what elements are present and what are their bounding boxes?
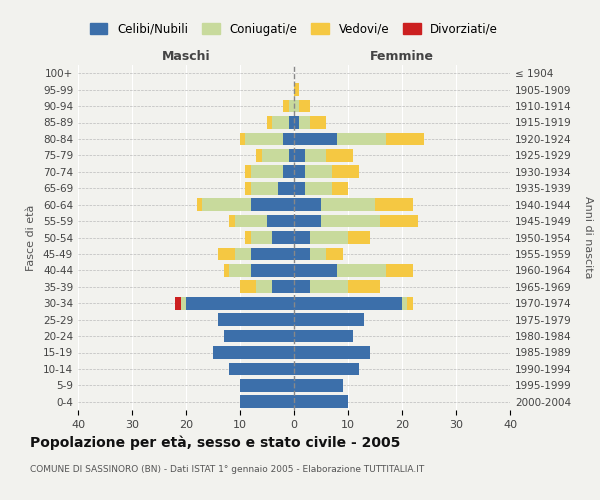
Text: Femmine: Femmine <box>370 50 434 62</box>
Bar <box>294 248 310 260</box>
Bar <box>407 297 413 310</box>
Y-axis label: Anni di nascita: Anni di nascita <box>583 196 593 279</box>
Bar <box>181 297 186 310</box>
Bar <box>337 132 386 145</box>
Bar <box>229 214 235 228</box>
Bar <box>294 362 359 376</box>
Bar <box>294 379 343 392</box>
Bar <box>294 214 321 228</box>
Bar <box>310 116 326 129</box>
Bar <box>245 132 283 145</box>
Bar <box>272 231 294 244</box>
Bar <box>294 198 321 211</box>
Bar <box>229 264 251 277</box>
Bar <box>283 166 294 178</box>
Bar <box>326 248 343 260</box>
Bar <box>245 182 251 194</box>
Bar <box>294 182 305 194</box>
Bar <box>310 231 348 244</box>
Bar <box>278 182 294 194</box>
Bar <box>294 83 299 96</box>
Bar <box>294 100 299 112</box>
Y-axis label: Fasce di età: Fasce di età <box>26 204 36 270</box>
Bar <box>240 280 256 293</box>
Bar <box>235 248 251 260</box>
Bar <box>175 297 181 310</box>
Bar <box>289 116 294 129</box>
Bar <box>386 132 424 145</box>
Bar <box>256 149 262 162</box>
Legend: Celibi/Nubili, Coniugati/e, Vedovi/e, Divorziati/e: Celibi/Nubili, Coniugati/e, Vedovi/e, Di… <box>90 22 498 36</box>
Bar <box>218 313 294 326</box>
Bar <box>224 264 229 277</box>
Bar <box>294 231 310 244</box>
Bar <box>256 280 272 293</box>
Bar <box>289 100 294 112</box>
Bar <box>294 166 305 178</box>
Bar <box>348 231 370 244</box>
Bar <box>245 166 251 178</box>
Bar <box>213 346 294 359</box>
Bar <box>186 297 294 310</box>
Bar <box>251 231 272 244</box>
Bar <box>262 149 289 162</box>
Bar <box>294 346 370 359</box>
Bar <box>321 198 375 211</box>
Bar <box>321 214 380 228</box>
Bar <box>332 182 348 194</box>
Bar <box>294 396 348 408</box>
Bar <box>251 264 294 277</box>
Bar <box>294 313 364 326</box>
Bar <box>240 132 245 145</box>
Bar <box>240 396 294 408</box>
Bar <box>294 132 337 145</box>
Bar <box>299 100 310 112</box>
Bar <box>245 231 251 244</box>
Bar <box>229 362 294 376</box>
Text: COMUNE DI SASSINORO (BN) - Dati ISTAT 1° gennaio 2005 - Elaborazione TUTTITALIA.: COMUNE DI SASSINORO (BN) - Dati ISTAT 1°… <box>30 465 424 474</box>
Bar <box>272 280 294 293</box>
Bar <box>348 280 380 293</box>
Bar <box>402 297 407 310</box>
Bar <box>272 116 289 129</box>
Bar <box>251 182 278 194</box>
Bar <box>375 198 413 211</box>
Bar <box>251 166 283 178</box>
Bar <box>294 149 305 162</box>
Bar <box>251 248 294 260</box>
Bar <box>310 248 326 260</box>
Bar <box>305 166 332 178</box>
Bar <box>267 214 294 228</box>
Bar <box>197 198 202 211</box>
Bar <box>294 330 353 342</box>
Bar <box>251 198 294 211</box>
Bar <box>386 264 413 277</box>
Bar <box>310 280 348 293</box>
Bar <box>218 248 235 260</box>
Bar <box>289 149 294 162</box>
Text: Popolazione per età, sesso e stato civile - 2005: Popolazione per età, sesso e stato civil… <box>30 435 400 450</box>
Bar <box>294 280 310 293</box>
Bar <box>294 116 299 129</box>
Bar <box>332 166 359 178</box>
Bar <box>326 149 353 162</box>
Bar <box>294 297 402 310</box>
Text: Maschi: Maschi <box>161 50 211 62</box>
Bar <box>305 182 332 194</box>
Bar <box>202 198 251 211</box>
Bar <box>267 116 272 129</box>
Bar <box>294 264 337 277</box>
Bar <box>240 379 294 392</box>
Bar <box>380 214 418 228</box>
Bar <box>299 116 310 129</box>
Bar <box>235 214 267 228</box>
Bar <box>283 132 294 145</box>
Bar <box>337 264 386 277</box>
Bar <box>305 149 326 162</box>
Bar <box>224 330 294 342</box>
Bar <box>283 100 289 112</box>
